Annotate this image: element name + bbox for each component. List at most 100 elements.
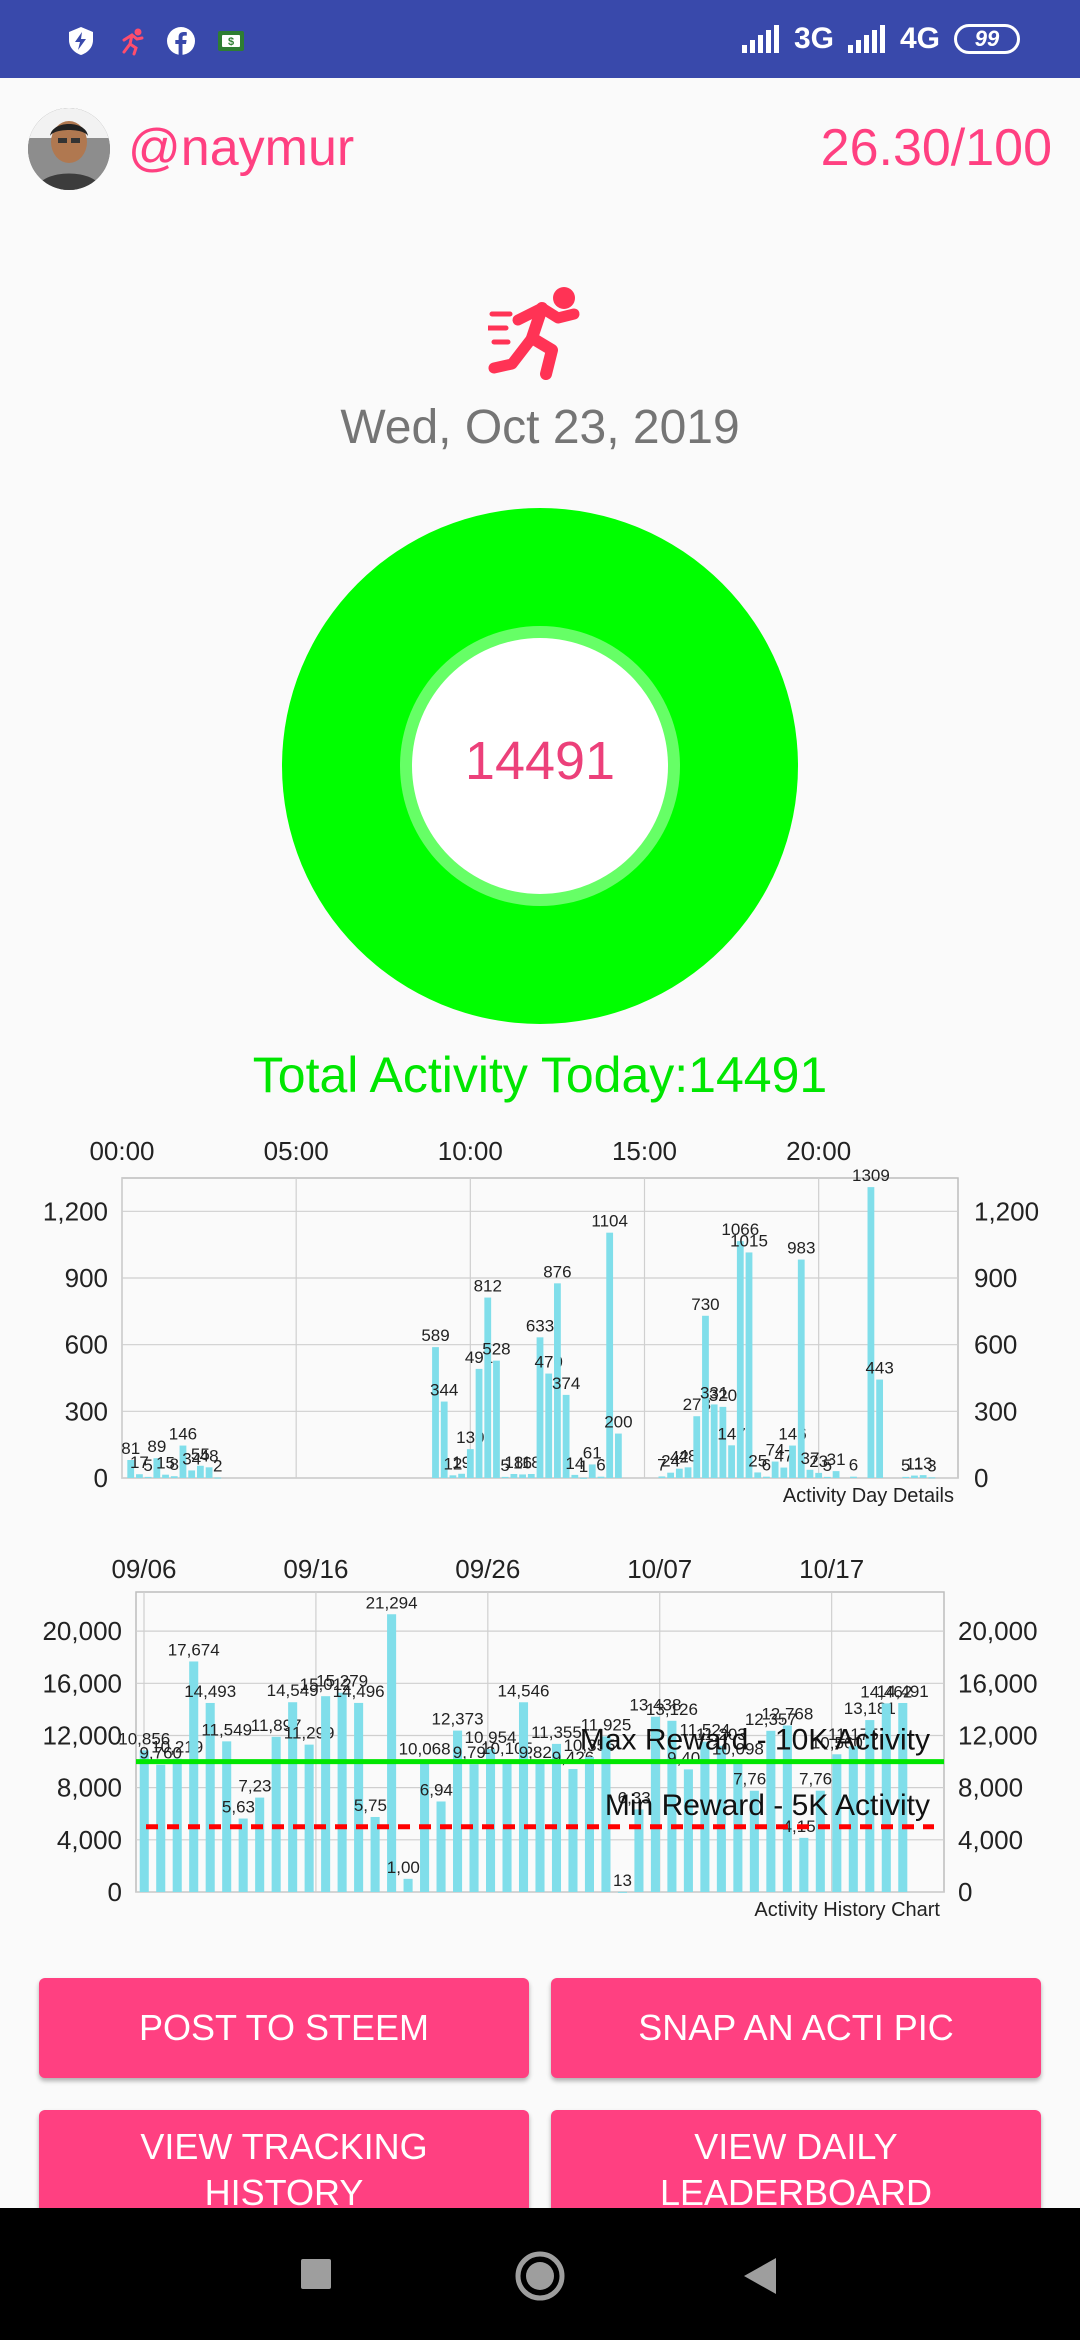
x-tick: 10/07: [627, 1554, 692, 1584]
bar-label: 10,856: [118, 1729, 170, 1748]
bar: [867, 1187, 875, 1478]
bar: [683, 1769, 693, 1892]
chart-description: Activity Day Details: [783, 1485, 954, 1507]
y-tick-left: 4,000: [57, 1825, 122, 1855]
post-to-steem-button[interactable]: POST TO STEEM: [39, 1978, 529, 2078]
bar-label: 528: [482, 1340, 510, 1359]
y-tick-right: 900: [974, 1263, 1017, 1293]
bar-label: 14,549: [267, 1681, 319, 1700]
bar-label: 9,824: [519, 1743, 562, 1762]
y-tick-left: 8,000: [57, 1773, 122, 1803]
bar: [745, 1252, 753, 1478]
signal-icon: [741, 25, 779, 53]
bar-label: 89: [147, 1437, 166, 1456]
bar-label: 31: [827, 1450, 846, 1469]
bar-label: 11: [906, 1455, 924, 1474]
home-icon[interactable]: [514, 2250, 566, 2302]
bar: [766, 1730, 776, 1892]
bar: [719, 1406, 727, 1478]
bar-label: 13: [914, 1454, 933, 1473]
bar: [536, 1337, 544, 1478]
y-tick-left: 300: [65, 1396, 108, 1426]
view-tracking-history-button[interactable]: VIEW TRACKING HISTORY: [39, 2110, 529, 2230]
bar-label: 14,496: [333, 1682, 385, 1701]
bar-label: 5: [823, 1456, 832, 1475]
recents-icon[interactable]: [300, 2258, 332, 2290]
bar: [716, 1745, 726, 1892]
bar: [484, 1297, 492, 1478]
bar-label: 6: [849, 1456, 858, 1475]
bar-label: 320: [709, 1386, 737, 1405]
bar: [832, 1754, 842, 1892]
status-bar: $ 3G 4G 99: [0, 0, 1080, 78]
min-reward-label: Min Reward - 5K Activity: [605, 1789, 930, 1822]
bar-label: 23: [809, 1452, 828, 1471]
bar-label: 11,925: [581, 1715, 632, 1734]
snap-acti-pic-button[interactable]: SNAP AN ACTI PIC: [551, 1978, 1041, 2078]
bar: [782, 1725, 792, 1892]
bar-label: 11,524: [680, 1721, 731, 1740]
bar: [580, 1477, 587, 1479]
bar-label: 5: [143, 1456, 152, 1475]
bar: [255, 1797, 265, 1892]
bar-label: 14,462: [860, 1682, 912, 1701]
bar: [554, 1283, 561, 1478]
donut-value: 14491: [464, 731, 616, 791]
bar: [189, 1661, 199, 1892]
bar: [321, 1696, 331, 1892]
bar-label: 12,357: [745, 1710, 797, 1729]
bar: [667, 1472, 675, 1478]
donut-center: [412, 638, 668, 894]
bar: [728, 1445, 735, 1478]
bar-label: 1,009: [387, 1858, 430, 1877]
bar-label: 13: [613, 1871, 632, 1890]
bar-label: 15,012: [300, 1675, 352, 1694]
bar-label: 9,760: [139, 1744, 182, 1763]
bar: [271, 1736, 281, 1892]
bar: [928, 1477, 936, 1479]
bar: [205, 1702, 215, 1892]
bar: [597, 1476, 605, 1478]
bar-label: 443: [865, 1359, 893, 1378]
back-icon[interactable]: [742, 2256, 778, 2296]
bar: [823, 1476, 831, 1478]
activity-day-chart-svg: 0 0 300 300 600 600 900 900 1,200 1,200 00:00 05:00…: [43, 1136, 1039, 1507]
bar: [700, 1741, 710, 1892]
bar: [535, 1763, 545, 1892]
bar-label: 1066: [721, 1220, 759, 1239]
bar: [469, 1764, 479, 1892]
network-3g-label: 3G: [793, 22, 834, 55]
bar-label: 12,373: [432, 1710, 484, 1729]
bar: [806, 1469, 814, 1478]
bar: [881, 1703, 891, 1892]
bar-label: 1015: [730, 1231, 768, 1250]
bar: [797, 1259, 805, 1478]
bar: [139, 1750, 149, 1892]
x-tick: 09/06: [111, 1554, 176, 1584]
y-tick-left: 12,000: [42, 1720, 122, 1750]
bar: [304, 1744, 314, 1892]
bar-label: 21,294: [366, 1593, 418, 1612]
avatar[interactable]: [28, 108, 110, 190]
bar-label: 8: [170, 1455, 179, 1474]
y-tick-right: 8,000: [958, 1773, 1023, 1803]
bar-label: 11,203: [696, 1725, 747, 1744]
x-tick: 09/26: [455, 1554, 520, 1584]
network-4g-label: 4G: [899, 22, 940, 55]
activity-day-chart: 0 0 300 300 600 600 900 900 1,200 1,200 00:00 05:00…: [0, 1120, 1080, 1520]
svg-text:$: $: [228, 36, 234, 48]
current-date: Wed, Oct 23, 2019: [340, 401, 740, 454]
bar: [214, 1477, 222, 1479]
bar: [222, 1741, 232, 1892]
bar: [799, 1837, 809, 1892]
bar: [370, 1816, 380, 1892]
y-tick-right: 0: [974, 1463, 988, 1493]
bar: [675, 1468, 683, 1478]
bar: [144, 1476, 152, 1478]
x-tick: 09/16: [283, 1554, 348, 1584]
bar-label: 7,767: [799, 1770, 842, 1789]
bar-label: 589: [421, 1326, 449, 1345]
bar-label: 61: [583, 1443, 602, 1462]
bar: [568, 1769, 578, 1892]
bar: [179, 1445, 187, 1478]
